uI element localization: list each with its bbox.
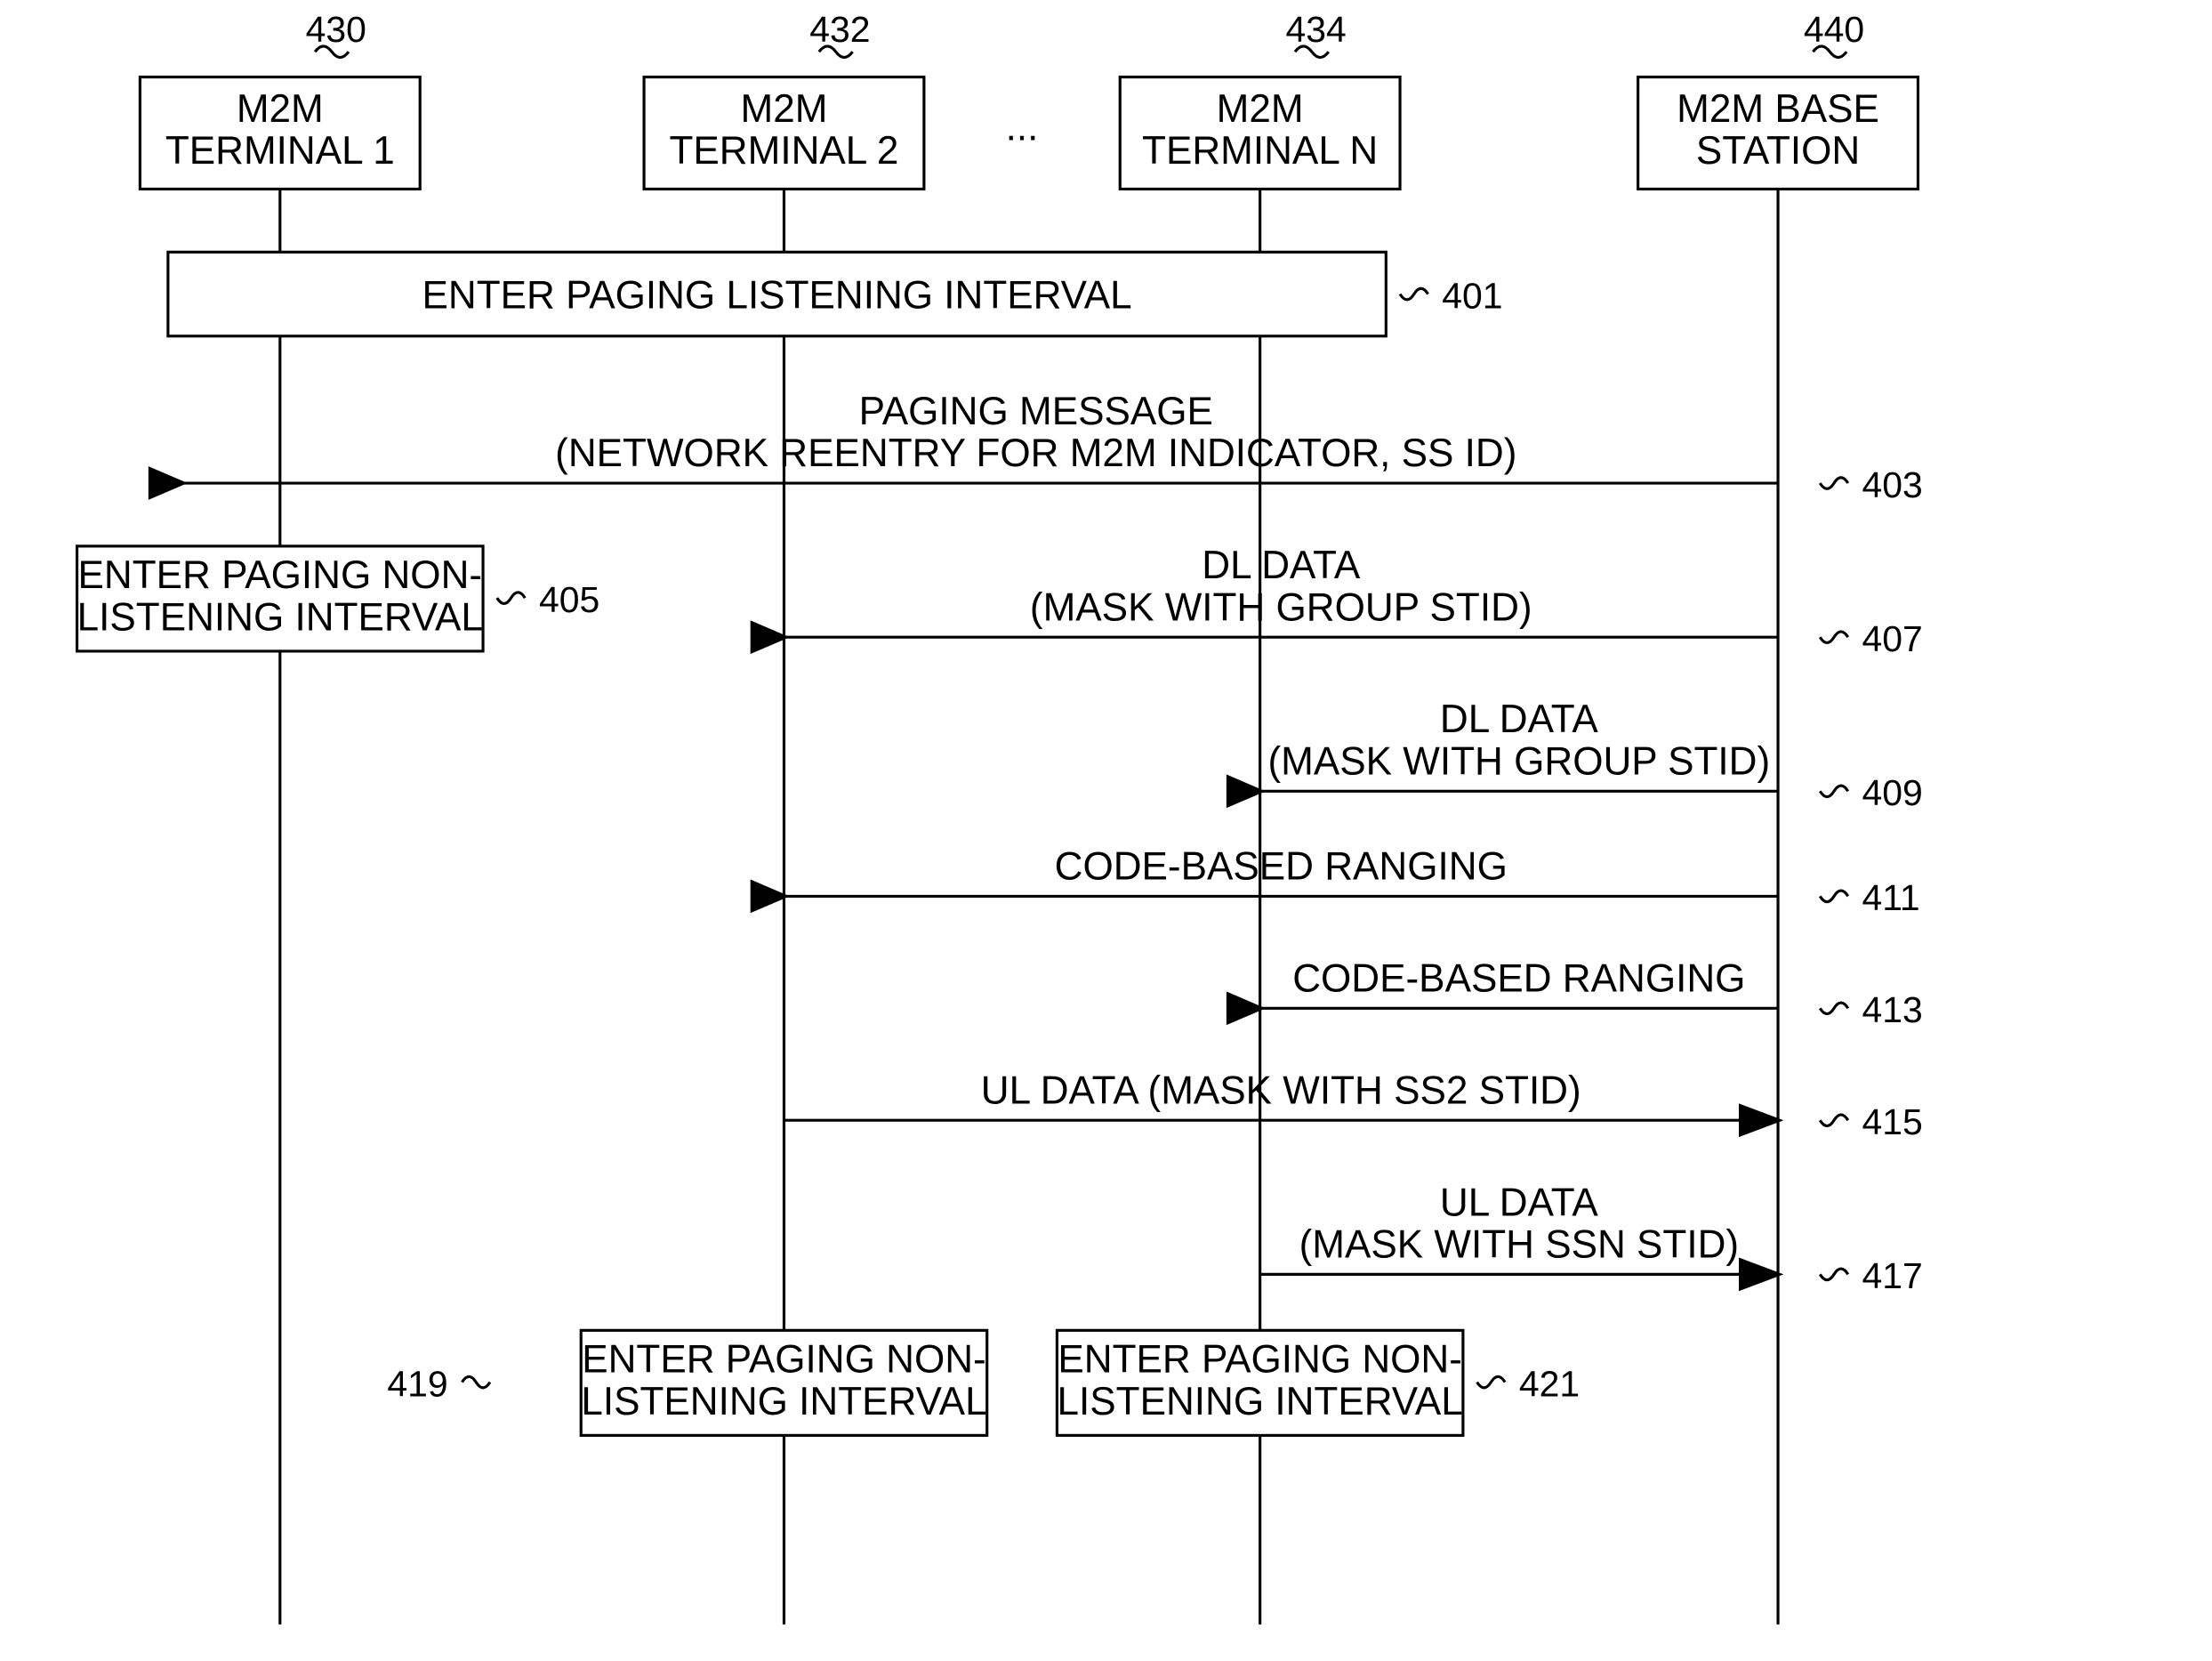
participant-ref: 434 xyxy=(1285,9,1346,50)
ref-squiggle xyxy=(1820,1003,1847,1014)
ellipsis: ... xyxy=(1006,105,1039,149)
message-label: (MASK WITH GROUP STID) xyxy=(1030,585,1532,629)
message-label: (NETWORK REENTRY FOR M2M INDICATOR, SS I… xyxy=(555,431,1516,475)
step-label: ENTER PAGING NON- xyxy=(1058,1338,1462,1382)
sequence-diagram: 430M2MTERMINAL 1432M2MTERMINAL 2434M2MTE… xyxy=(0,0,2212,1652)
ref-squiggle xyxy=(1820,1115,1847,1126)
ref-number: 403 xyxy=(1862,464,1922,505)
message-label: UL DATA xyxy=(1440,1181,1599,1224)
step-label: ENTER PAGING NON- xyxy=(582,1338,986,1382)
participant-label: M2M xyxy=(741,87,828,131)
ref-number: 417 xyxy=(1862,1255,1922,1296)
message-label: UL DATA (MASK WITH SS2 STID) xyxy=(981,1068,1581,1112)
participant-label: TERMINAL 2 xyxy=(670,129,899,173)
ref-number: 405 xyxy=(539,579,599,620)
participant-ref: 440 xyxy=(1804,9,1864,50)
ref-squiggle xyxy=(1820,1269,1847,1280)
message-label: (MASK WITH SSN STID) xyxy=(1299,1222,1739,1266)
ref-squiggle xyxy=(1400,288,1428,300)
ref-squiggle xyxy=(1820,891,1847,902)
participant-label: TERMINAL 1 xyxy=(165,129,395,173)
participant-label: M2M BASE xyxy=(1677,87,1879,131)
ref-number: 409 xyxy=(1862,772,1922,813)
ref-number: 419 xyxy=(387,1363,447,1404)
ref-number: 415 xyxy=(1862,1101,1922,1142)
step-label: ENTER PAGING NON- xyxy=(78,553,483,597)
message-label: (MASK WITH GROUP STID) xyxy=(1268,739,1771,783)
message-label: CODE-BASED RANGING xyxy=(1292,956,1745,1000)
ref-number: 407 xyxy=(1862,618,1922,659)
participant-label: M2M xyxy=(237,87,324,131)
participant-label: STATION xyxy=(1696,129,1860,173)
message-label: DL DATA xyxy=(1202,544,1361,587)
step-label: ENTER PAGING LISTENING INTERVAL xyxy=(422,273,1132,317)
message-label: DL DATA xyxy=(1440,697,1599,741)
message-label: PAGING MESSAGE xyxy=(859,390,1213,433)
ref-squiggle xyxy=(1820,478,1847,489)
ref-squiggle xyxy=(497,593,525,604)
participant-label: M2M xyxy=(1217,87,1304,131)
participant-ref: 432 xyxy=(809,9,870,50)
step-label: LISTENING INTERVAL xyxy=(581,1380,986,1423)
participant-label: TERMINAL N xyxy=(1142,129,1378,173)
step-label: LISTENING INTERVAL xyxy=(1058,1380,1463,1423)
ref-number: 401 xyxy=(1442,275,1502,316)
message-label: CODE-BASED RANGING xyxy=(1055,845,1508,889)
step-label: LISTENING INTERVAL xyxy=(77,595,483,639)
ref-squiggle xyxy=(462,1376,489,1388)
ref-number: 413 xyxy=(1862,989,1922,1030)
ref-squiggle xyxy=(1820,632,1847,643)
ref-squiggle xyxy=(1820,786,1847,797)
ref-number: 411 xyxy=(1862,877,1919,918)
ref-number: 421 xyxy=(1519,1363,1580,1404)
participant-ref: 430 xyxy=(306,9,366,50)
ref-squiggle xyxy=(1477,1376,1505,1388)
